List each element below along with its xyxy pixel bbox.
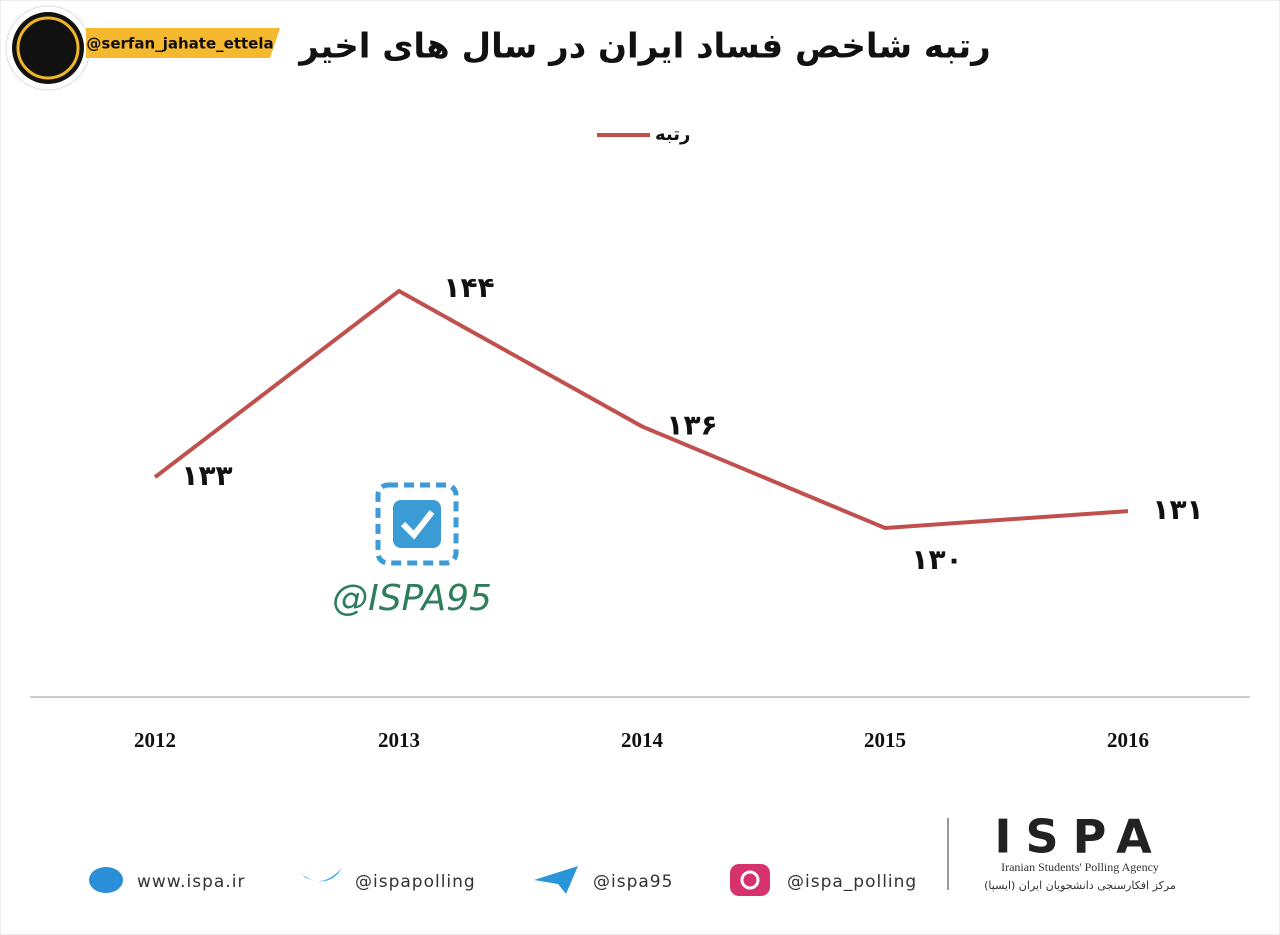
footer-link: @ispapolling bbox=[355, 872, 476, 892]
ie-icon bbox=[89, 867, 123, 893]
watermark: @ISPA95 bbox=[332, 578, 492, 619]
telegram-icon bbox=[534, 866, 578, 894]
footer-link: www.ispa.ir bbox=[137, 872, 245, 892]
logo-inner bbox=[16, 16, 80, 80]
brand-fa: مرکز افکارسنجی دانشجویان ایران (ایسپا) bbox=[984, 879, 1176, 892]
legend-label: رتبه bbox=[655, 124, 690, 145]
footer-link: @ispa95 bbox=[593, 872, 673, 892]
data-label: ۱۳۳ bbox=[181, 459, 232, 492]
data-label: ۱۳۱ bbox=[1152, 493, 1203, 526]
x-tick-label: 2015 bbox=[864, 728, 906, 752]
chart-title: رتبه شاخص فساد ایران در سال های اخیر bbox=[297, 27, 991, 67]
watermark-box bbox=[375, 482, 459, 566]
x-tick-label: 2016 bbox=[1107, 728, 1149, 752]
watermark-check-bg bbox=[393, 500, 441, 548]
brand: ISPA bbox=[994, 810, 1165, 864]
instagram-icon bbox=[730, 864, 770, 896]
footer-link: @ispa_polling bbox=[787, 872, 917, 892]
data-label: ۱۴۴ bbox=[443, 271, 494, 304]
watermark-check bbox=[400, 510, 435, 540]
twitter-icon bbox=[300, 868, 342, 882]
line bbox=[153, 288, 1129, 531]
data-label: ۱۳۰ bbox=[911, 543, 962, 576]
data-label: ۱۳۶ bbox=[666, 408, 717, 441]
logo bbox=[12, 12, 84, 84]
x-tick-label: 2014 bbox=[621, 728, 664, 752]
handle: @serfan_jahate_ettela bbox=[86, 35, 273, 53]
x-tick-label: 2012 bbox=[134, 728, 176, 752]
handle-badge bbox=[86, 28, 280, 58]
x-tick-label: 2013 bbox=[378, 728, 420, 752]
brand-en: Iranian Students' Polling Agency bbox=[1001, 860, 1159, 874]
instagram-lens bbox=[740, 870, 760, 890]
